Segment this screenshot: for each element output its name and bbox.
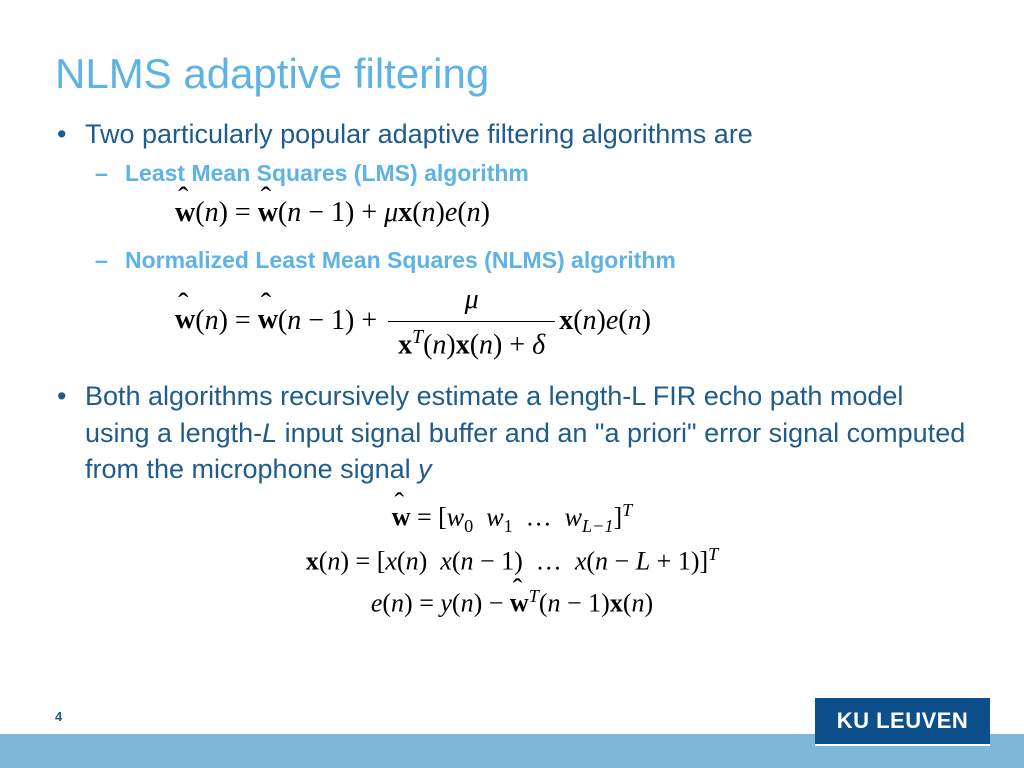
equation-lms: w(n) = w(n − 1) + μx(n)e(n) — [175, 193, 969, 232]
equation-definitions: w = [w0 w1 … wL−1]T x(n) = [x(n) x(n − 1… — [55, 496, 969, 624]
page-number: 4 — [55, 709, 62, 724]
bullet-description: Both algorithms recursively estimate a l… — [85, 378, 969, 487]
slide-title: NLMS adaptive filtering — [55, 50, 969, 98]
ku-leuven-logo: KU LEUVEN — [815, 696, 990, 746]
bullet-intro: Two particularly popular adaptive filter… — [85, 116, 969, 152]
equation-nlms: w(n) = w(n − 1) + μ xT(n)x(n) + δ x(n)e(… — [175, 280, 969, 365]
bullet2-L: L — [262, 418, 277, 448]
bullet2-y: y — [418, 454, 432, 484]
sub-bullet-lms: Least Mean Squares (LMS) algorithm — [125, 160, 969, 187]
sub-bullet-nlms: Normalized Least Mean Squares (NLMS) alg… — [125, 247, 969, 274]
